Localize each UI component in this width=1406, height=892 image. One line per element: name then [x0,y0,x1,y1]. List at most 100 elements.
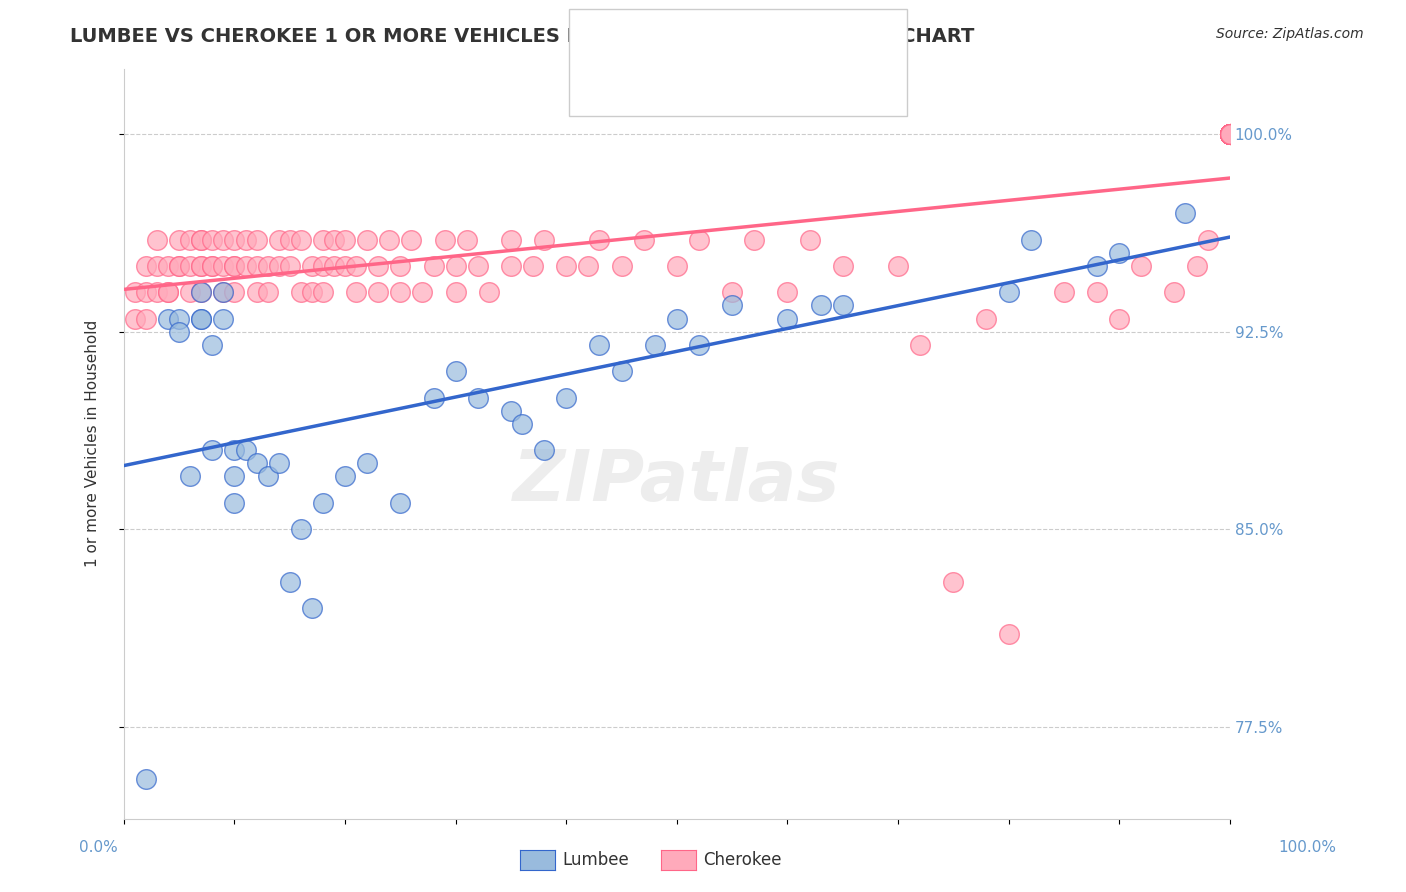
Point [499,233,522,247]
Point [190,311,212,326]
Point [1219,128,1241,142]
Point [179,469,201,483]
Point [212,285,235,300]
Point [356,456,378,470]
Point [235,259,257,273]
Point [267,456,290,470]
Point [721,298,744,312]
Point [135,311,157,326]
Point [212,285,235,300]
Point [301,285,323,300]
Point [179,233,201,247]
Point [201,259,224,273]
Point [499,259,522,273]
Point [124,285,146,300]
Point [212,259,235,273]
Point [1163,285,1185,300]
Point [1219,128,1241,142]
Point [389,259,412,273]
Point [1053,285,1076,300]
Point [323,233,346,247]
Point [190,233,212,247]
Point [499,403,522,417]
Point [157,259,180,273]
Point [1219,128,1241,142]
Point [1219,128,1241,142]
Point [135,772,157,786]
Point [555,259,578,273]
Text: LUMBEE VS CHEROKEE 1 OR MORE VEHICLES IN HOUSEHOLD CORRELATION CHART: LUMBEE VS CHEROKEE 1 OR MORE VEHICLES IN… [70,27,974,45]
Point [235,233,257,247]
Point [644,338,666,352]
Point [721,285,744,300]
Point [246,259,269,273]
Point [201,233,224,247]
Point [179,259,201,273]
Point [1219,128,1241,142]
Point [1219,128,1241,142]
Point [1219,128,1241,142]
Point [333,469,356,483]
Point [278,233,301,247]
Point [356,233,378,247]
Point [997,285,1019,300]
Point [522,259,544,273]
Point [256,259,278,273]
Point [401,233,423,247]
Point [224,259,246,273]
Point [124,311,146,326]
Point [190,259,212,273]
Point [422,391,444,405]
Point [1219,128,1241,142]
Point [157,311,180,326]
Point [1108,311,1130,326]
Point [179,285,201,300]
Point [290,285,312,300]
Point [810,298,832,312]
Point [224,233,246,247]
Point [776,311,799,326]
Point [1019,233,1042,247]
Point [1174,206,1197,220]
Point [1219,128,1241,142]
Point [323,259,346,273]
Point [908,338,931,352]
Text: R = 0.029   N = 138: R = 0.029 N = 138 [640,73,837,91]
Point [1219,128,1241,142]
Y-axis label: 1 or more Vehicles in Household: 1 or more Vehicles in Household [86,320,100,567]
Point [510,417,533,431]
Point [444,364,467,378]
Point [256,469,278,483]
Point [688,233,710,247]
Point [344,285,367,300]
Text: 0.0%: 0.0% [79,840,118,855]
Point [976,311,998,326]
Point [633,233,655,247]
Point [665,311,688,326]
Point [1185,259,1208,273]
Point [887,259,910,273]
Point [533,233,555,247]
Point [224,443,246,458]
Point [167,259,190,273]
Point [688,338,710,352]
Point [212,311,235,326]
Point [588,233,610,247]
Point [224,259,246,273]
Point [997,627,1019,641]
Point [1130,259,1153,273]
Point [1219,128,1241,142]
Point [1085,259,1108,273]
Point [344,259,367,273]
Point [433,233,456,247]
Point [610,259,633,273]
Point [201,338,224,352]
Point [146,285,169,300]
Point [533,443,555,458]
Point [1108,245,1130,260]
Point [411,285,433,300]
Point [146,259,169,273]
Point [157,285,180,300]
Point [312,285,335,300]
Point [1219,128,1241,142]
